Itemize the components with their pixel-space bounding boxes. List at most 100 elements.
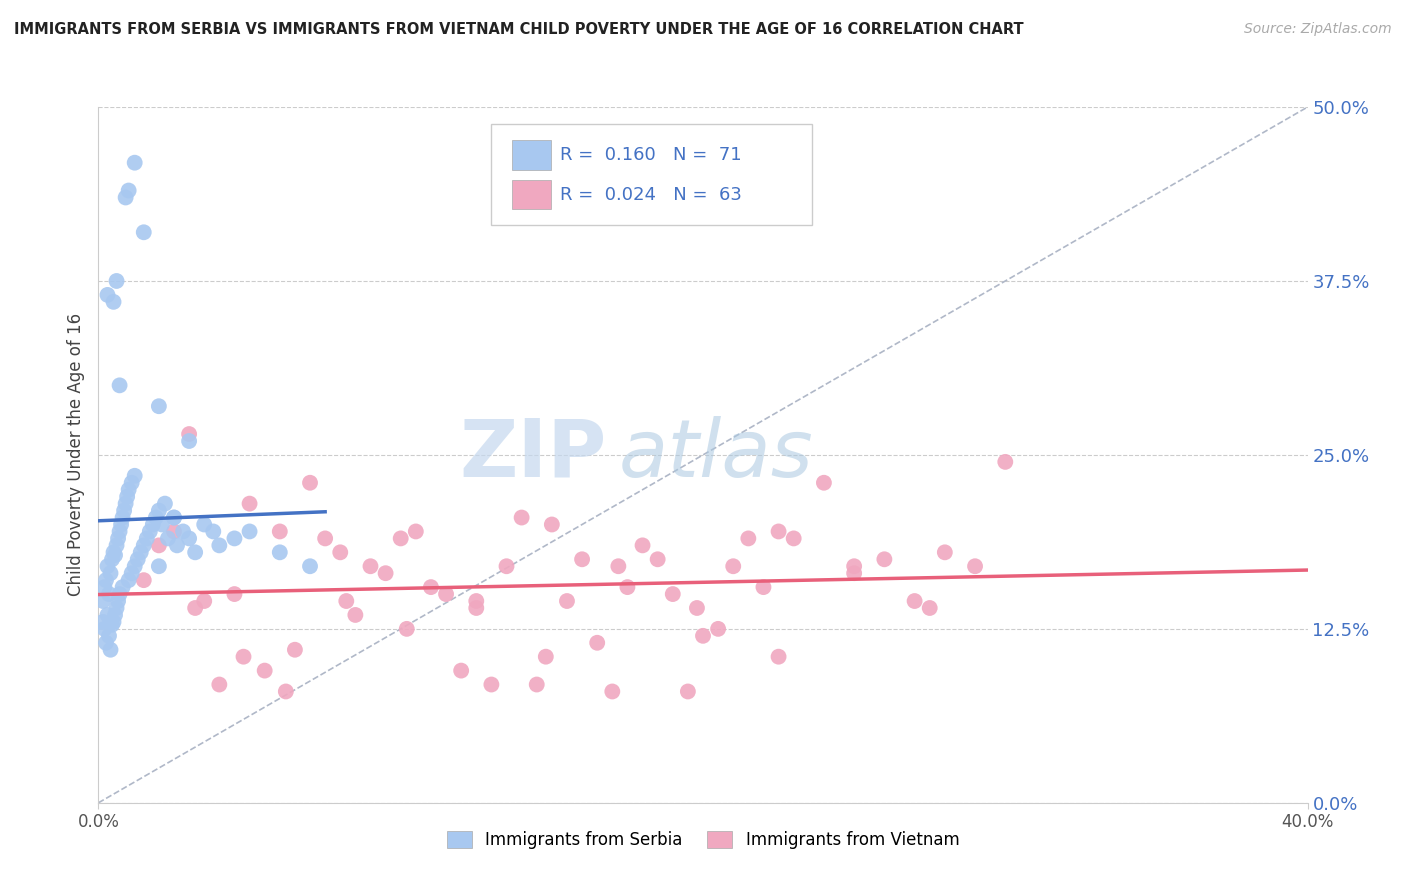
Point [224, 532, 246, 546]
Y-axis label: Child Poverty Under the Age of 16: Child Poverty Under the Age of 16 [66, 313, 84, 597]
Point [208, 538, 231, 552]
Point [450, 664, 472, 678]
Point [118, 184, 141, 198]
Point [145, 510, 167, 524]
Point [156, 532, 179, 546]
Point [148, 503, 170, 517]
Point [465, 594, 488, 608]
Point [299, 559, 322, 574]
Point [96, 288, 118, 302]
Point [631, 538, 654, 552]
Point [127, 552, 149, 566]
Point [232, 649, 254, 664]
Point [94, 573, 117, 587]
Point [616, 580, 638, 594]
Point [465, 601, 488, 615]
Point [93, 622, 115, 636]
Point [239, 497, 262, 511]
Text: atlas: atlas [619, 416, 813, 494]
Point [100, 566, 122, 581]
Point [153, 497, 176, 511]
Point [602, 684, 624, 698]
Point [96, 559, 118, 574]
Point [495, 559, 517, 574]
Point [132, 225, 155, 239]
Point [844, 566, 866, 581]
Point [208, 677, 231, 691]
Point [184, 545, 207, 559]
Point [434, 587, 457, 601]
Point [647, 552, 669, 566]
Point [723, 559, 745, 574]
Point [91, 594, 114, 608]
Point [395, 622, 418, 636]
Point [100, 642, 122, 657]
Point [108, 587, 131, 601]
Text: Source: ZipAtlas.com: Source: ZipAtlas.com [1244, 22, 1392, 37]
Point [344, 607, 367, 622]
Point [360, 559, 382, 574]
Point [534, 649, 557, 664]
Point [172, 524, 194, 539]
Point [737, 532, 759, 546]
Point [103, 294, 125, 309]
Point [105, 601, 128, 615]
Bar [512, 180, 551, 210]
Point [118, 573, 141, 587]
Point [103, 545, 125, 559]
Point [110, 517, 132, 532]
Point [768, 524, 790, 539]
Point [105, 274, 128, 288]
Point [129, 545, 152, 559]
Point [96, 607, 118, 622]
Point [115, 490, 138, 504]
Point [108, 524, 131, 539]
Point [918, 601, 941, 615]
Point [193, 517, 215, 532]
Point [389, 532, 412, 546]
Point [111, 510, 134, 524]
Point [269, 545, 291, 559]
Point [184, 601, 207, 615]
Point [813, 475, 835, 490]
Point [481, 677, 503, 691]
Point [101, 617, 124, 632]
Point [752, 580, 775, 594]
Point [783, 532, 806, 546]
Point [135, 532, 157, 546]
Point [148, 538, 170, 552]
Point [768, 649, 790, 664]
Point [104, 548, 127, 562]
Bar [512, 140, 551, 169]
Text: IMMIGRANTS FROM SERBIA VS IMMIGRANTS FROM VIETNAM CHILD POVERTY UNDER THE AGE OF: IMMIGRANTS FROM SERBIA VS IMMIGRANTS FRO… [14, 22, 1024, 37]
Point [239, 524, 262, 539]
Point [142, 517, 165, 532]
Point [526, 677, 548, 691]
Point [132, 573, 155, 587]
Point [98, 587, 121, 601]
Point [686, 601, 709, 615]
Point [692, 629, 714, 643]
Point [904, 594, 927, 608]
Point [104, 607, 127, 622]
Point [707, 622, 730, 636]
Point [586, 636, 609, 650]
Point [139, 524, 162, 539]
Point [274, 684, 297, 698]
Point [112, 503, 135, 517]
Point [179, 427, 201, 442]
Point [329, 545, 352, 559]
Point [150, 517, 173, 532]
Point [111, 580, 134, 594]
Point [934, 545, 956, 559]
Point [166, 538, 188, 552]
Point [103, 615, 125, 629]
Point [121, 566, 143, 581]
Text: R =  0.160   N =  71: R = 0.160 N = 71 [561, 146, 742, 164]
Point [420, 580, 443, 594]
Point [124, 559, 146, 574]
Point [101, 552, 124, 566]
FancyBboxPatch shape [492, 124, 811, 226]
Point [314, 532, 336, 546]
Point [965, 559, 987, 574]
